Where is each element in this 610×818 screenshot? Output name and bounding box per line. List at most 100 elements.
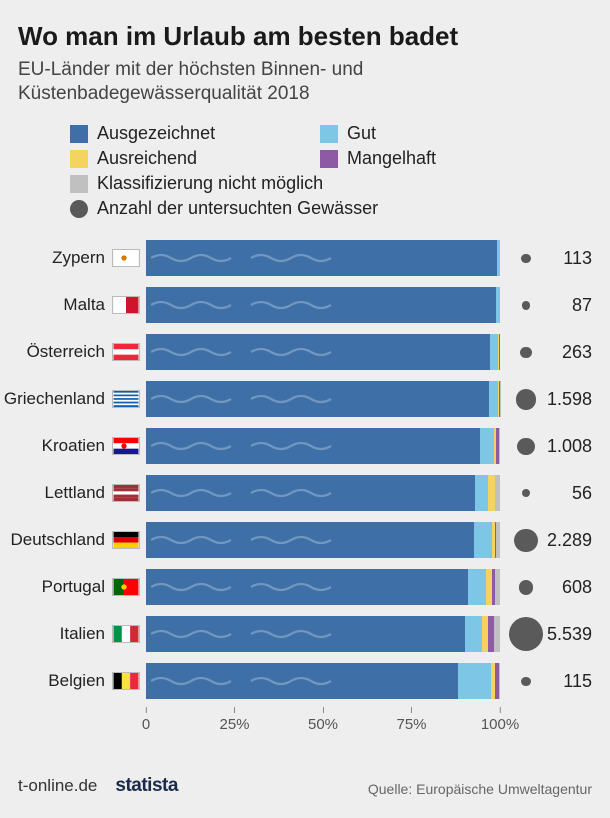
count-value: 5.539	[540, 613, 592, 655]
count-value: 263	[540, 331, 592, 373]
legend-item-poor: Mangelhaft	[320, 148, 436, 169]
legend-item-good: Gut	[320, 123, 376, 144]
legend-item-unclassified: Klassifizierung nicht möglich	[70, 173, 323, 194]
count-value: 2.289	[540, 519, 592, 561]
x-tick: 100%	[481, 707, 519, 733]
country-label: Belgien	[18, 660, 140, 702]
country-label: Griechenland	[18, 378, 140, 420]
seg-good	[497, 240, 500, 276]
stacked-bar	[146, 381, 500, 417]
chart-row: Lettland 56	[146, 472, 500, 514]
country-label: Österreich	[18, 331, 140, 373]
stacked-bar	[146, 428, 500, 464]
seg-excellent	[146, 240, 497, 276]
x-tick: 0	[142, 707, 150, 733]
chart-row: Griechenland 1.598	[146, 378, 500, 420]
count-value: 115	[540, 660, 592, 702]
legend-label: Gut	[347, 123, 376, 144]
stacked-bar	[146, 663, 500, 699]
seg-excellent	[146, 616, 465, 652]
chart-title: Wo man im Urlaub am besten badet	[18, 22, 592, 52]
count-value: 1.008	[540, 425, 592, 467]
seg-excellent	[146, 569, 468, 605]
seg-sufficient	[488, 475, 495, 511]
legend-label: Mangelhaft	[347, 148, 436, 169]
count-value: 87	[540, 284, 592, 326]
seg-unclassified	[499, 663, 500, 699]
swatch-good	[320, 125, 338, 143]
seg-excellent	[146, 475, 475, 511]
legend-label: Ausreichend	[97, 148, 197, 169]
country-label: Portugal	[18, 566, 140, 608]
seg-excellent	[146, 381, 489, 417]
stacked-bar	[146, 522, 500, 558]
seg-excellent	[146, 287, 496, 323]
seg-good	[465, 616, 482, 652]
legend-label: Klassifizierung nicht möglich	[97, 173, 323, 194]
country-label: Italien	[18, 613, 140, 655]
chart-row: Italien 5.539	[146, 613, 500, 655]
chart-row: Belgien 115	[146, 660, 500, 702]
country-label: Zypern	[18, 237, 140, 279]
count-value: 56	[540, 472, 592, 514]
seg-good	[480, 428, 493, 464]
country-label: Lettland	[18, 472, 140, 514]
chart-row: Zypern 113	[146, 237, 500, 279]
swatch-excellent	[70, 125, 88, 143]
legend-label: Ausgezeichnet	[97, 123, 215, 144]
seg-unclassified	[495, 475, 500, 511]
seg-good	[475, 475, 487, 511]
x-axis: 025%50%75%100%	[146, 707, 500, 747]
footer: t-online.de statista Quelle: Europäische…	[18, 775, 592, 797]
seg-good	[474, 522, 492, 558]
country-label: Kroatien	[18, 425, 140, 467]
chart-row: Portugal 608	[146, 566, 500, 608]
seg-good	[458, 663, 492, 699]
stacked-bar	[146, 287, 500, 323]
x-tick: 75%	[396, 707, 426, 733]
bar-chart: Zypern 113Malta 87Österreich 263Griechen…	[18, 237, 592, 702]
source-text: Quelle: Europäische Umweltagentur	[368, 781, 592, 797]
legend: Ausgezeichnet Gut Ausreichend Mangelhaft…	[18, 123, 592, 237]
seg-unclassified	[494, 616, 500, 652]
chart-row: Deutschland 2.289	[146, 519, 500, 561]
seg-good	[468, 569, 486, 605]
count-value: 1.598	[540, 378, 592, 420]
seg-unclassified	[496, 522, 500, 558]
count-value: 608	[540, 566, 592, 608]
seg-excellent	[146, 522, 474, 558]
legend-item-sufficient: Ausreichend	[70, 148, 320, 169]
legend-item-excellent: Ausgezeichnet	[70, 123, 320, 144]
country-label: Malta	[18, 284, 140, 326]
legend-label: Anzahl der untersuchten Gewässer	[97, 198, 378, 219]
legend-item-count: Anzahl der untersuchten Gewässer	[70, 198, 378, 219]
seg-good	[496, 287, 500, 323]
seg-poor	[499, 334, 500, 370]
seg-unclassified	[499, 428, 500, 464]
brand-statista: statista	[115, 775, 178, 797]
swatch-count-circle	[70, 200, 88, 218]
x-tick: 50%	[308, 707, 338, 733]
stacked-bar	[146, 475, 500, 511]
country-label: Deutschland	[18, 519, 140, 561]
swatch-poor	[320, 150, 338, 168]
x-tick: 25%	[219, 707, 249, 733]
stacked-bar	[146, 334, 500, 370]
seg-good	[489, 381, 498, 417]
seg-excellent	[146, 428, 480, 464]
seg-excellent	[146, 663, 458, 699]
stacked-bar	[146, 616, 500, 652]
seg-good	[490, 334, 497, 370]
chart-row: Malta 87	[146, 284, 500, 326]
swatch-sufficient	[70, 150, 88, 168]
seg-unclassified	[495, 569, 500, 605]
stacked-bar	[146, 569, 500, 605]
chart-row: Österreich 263	[146, 331, 500, 373]
seg-excellent	[146, 334, 490, 370]
swatch-unclassified	[70, 175, 88, 193]
chart-row: Kroatien 1.008	[146, 425, 500, 467]
brand-tonline: t-online.de	[18, 776, 97, 796]
count-value: 113	[540, 237, 592, 279]
stacked-bar	[146, 240, 500, 276]
chart-subtitle: EU-Länder mit der höchsten Binnen- und K…	[18, 58, 592, 106]
